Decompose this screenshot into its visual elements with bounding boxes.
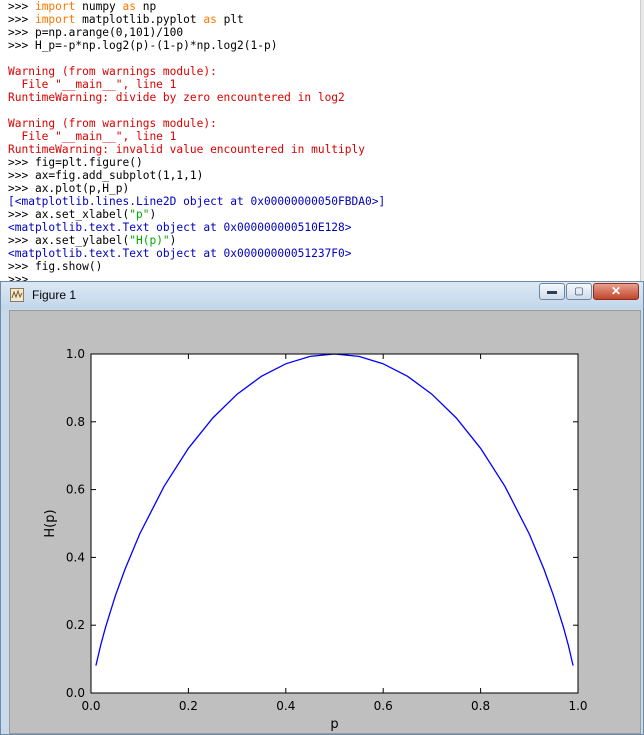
minimize-button[interactable]: ▬ bbox=[539, 283, 565, 300]
x-tick-label: 0.4 bbox=[276, 699, 295, 713]
x-tick-label: 0.0 bbox=[81, 699, 100, 713]
shell-line: <matplotlib.text.Text object at 0x000000… bbox=[8, 221, 628, 234]
shell-line: >>> import numpy as np bbox=[8, 0, 628, 13]
shell-text: <matplotlib.text.Text object at 0x000000… bbox=[8, 221, 352, 234]
shell-text: fig=plt.figure() bbox=[34, 156, 143, 169]
y-tick-label: 0.2 bbox=[66, 618, 85, 632]
shell-line bbox=[8, 52, 628, 65]
shell-text: >>> bbox=[8, 156, 35, 169]
window-titlebar[interactable]: Figure 1 ▬ ▢ ✕ bbox=[1, 282, 643, 309]
y-tick-label: 0.8 bbox=[66, 415, 85, 429]
shell-text: import bbox=[34, 0, 76, 13]
shell-text: File "__main__", line 1 bbox=[8, 130, 177, 143]
shell-text: >>> bbox=[8, 234, 35, 247]
shell-text: >>> bbox=[8, 0, 35, 13]
figure-window: Figure 1 ▬ ▢ ✕ 0.0 0.2 0.4 0.6 0.8 1.0 0.0 0.2 0… bbox=[0, 281, 644, 735]
shell-text: fig.show() bbox=[34, 260, 103, 273]
python-shell[interactable]: >>> import numpy as np >>> import matplot… bbox=[0, 0, 644, 282]
window-title: Figure 1 bbox=[32, 288, 77, 302]
shell-text: [<matplotlib.lines.Line2D object at 0x00… bbox=[8, 195, 386, 208]
x-tick-label: 1.0 bbox=[568, 699, 587, 713]
shell-line: File "__main__", line 1 bbox=[8, 130, 628, 143]
shell-text: ax=fig.add_subplot(1,1,1) bbox=[34, 169, 204, 182]
y-tick-label: 0.6 bbox=[66, 483, 85, 497]
shell-text: as bbox=[122, 0, 137, 13]
shell-line: File "__main__", line 1 bbox=[8, 78, 628, 91]
figure-canvas[interactable]: 0.0 0.2 0.4 0.6 0.8 1.0 0.0 0.2 0.4 0.6 0.8 1.0 p H(p… bbox=[9, 310, 641, 734]
shell-line: >>> p=np.arange(0,101)/100 bbox=[8, 26, 628, 39]
shell-line bbox=[8, 104, 628, 117]
shell-text: "p" bbox=[129, 208, 150, 221]
shell-text: p=np.arange(0,101)/100 bbox=[34, 26, 184, 39]
shell-text: ax.plot(p,H_p) bbox=[34, 182, 130, 195]
shell-text: "H(p)" bbox=[129, 234, 170, 247]
shell-text: >>> bbox=[8, 182, 35, 195]
x-tick-label: 0.6 bbox=[374, 699, 393, 713]
shell-line: >>> ax.set_ylabel("H(p)") bbox=[8, 234, 628, 247]
shell-text: RuntimeWarning: invalid value encountere… bbox=[8, 143, 365, 156]
x-tick-label: 0.8 bbox=[471, 699, 490, 713]
shell-text: matplotlib.pyplot bbox=[75, 13, 204, 26]
shell-text: ax.set_ylabel( bbox=[34, 234, 130, 247]
shell-text: ) bbox=[149, 208, 157, 221]
y-axis-label: H(p) bbox=[43, 509, 58, 537]
y-tick-label: 0.4 bbox=[66, 550, 85, 564]
shell-text: >>> bbox=[8, 273, 35, 282]
close-button[interactable]: ✕ bbox=[593, 283, 639, 300]
shell-text: >>> bbox=[8, 208, 35, 221]
shell-text: numpy bbox=[75, 0, 123, 13]
x-tick-label: 0.2 bbox=[179, 699, 198, 713]
shell-output: >>> import numpy as np >>> import matplot… bbox=[8, 0, 628, 282]
shell-text: ) bbox=[169, 234, 177, 247]
chart: 0.0 0.2 0.4 0.6 0.8 1.0 0.0 0.2 0.4 0.6 0.8 1.0 p H(p… bbox=[43, 347, 588, 732]
shell-line: >>> fig=plt.figure() bbox=[8, 156, 628, 169]
shell-scrollbar[interactable] bbox=[640, 0, 644, 282]
shell-text: Warning (from warnings module): bbox=[8, 117, 217, 130]
shell-text: >>> bbox=[8, 13, 35, 26]
shell-text: Warning (from warnings module): bbox=[8, 65, 217, 78]
shell-line: >>> bbox=[8, 273, 628, 282]
shell-line: >>> ax=fig.add_subplot(1,1,1) bbox=[8, 169, 628, 182]
shell-line: >>> ax.set_xlabel("p") bbox=[8, 208, 628, 221]
y-tick-label: 0.0 bbox=[66, 686, 85, 700]
shell-text: ax.set_xlabel( bbox=[34, 208, 130, 221]
maximize-button[interactable]: ▢ bbox=[566, 283, 592, 300]
shell-line: <matplotlib.text.Text object at 0x000000… bbox=[8, 247, 628, 260]
shell-text: as bbox=[203, 13, 217, 26]
shell-line: RuntimeWarning: divide by zero encounter… bbox=[8, 91, 628, 104]
axes-frame bbox=[90, 353, 579, 694]
shell-text: >>> bbox=[8, 39, 35, 52]
shell-text: np bbox=[136, 0, 157, 13]
shell-text: plt bbox=[216, 13, 244, 26]
shell-line: >>> ax.plot(p,H_p) bbox=[8, 182, 628, 195]
shell-text: import bbox=[34, 13, 76, 26]
shell-line: >>> fig.show() bbox=[8, 260, 628, 273]
shell-text: RuntimeWarning: divide by zero encounter… bbox=[8, 91, 345, 104]
shell-text: <matplotlib.text.Text object at 0x000000… bbox=[8, 247, 352, 260]
shell-text: >>> bbox=[8, 260, 35, 273]
shell-line: Warning (from warnings module): bbox=[8, 65, 628, 78]
shell-line: [<matplotlib.lines.Line2D object at 0x00… bbox=[8, 195, 628, 208]
shell-line: Warning (from warnings module): bbox=[8, 117, 628, 130]
shell-line: >>> H_p=-p*np.log2(p)-(1-p)*np.log2(1-p) bbox=[8, 39, 628, 52]
shell-line: RuntimeWarning: invalid value encountere… bbox=[8, 143, 628, 156]
y-tick-label: 1.0 bbox=[66, 347, 85, 361]
matplotlib-figure-icon bbox=[10, 288, 24, 302]
shell-text: File "__main__", line 1 bbox=[8, 78, 177, 91]
x-axis-label: p bbox=[330, 717, 338, 732]
shell-line: >>> import matplotlib.pyplot as plt bbox=[8, 13, 628, 26]
shell-text: H_p=-p*np.log2(p)-(1-p)*np.log2(1-p) bbox=[34, 39, 278, 52]
shell-text: >>> bbox=[8, 26, 35, 39]
shell-text: >>> bbox=[8, 169, 35, 182]
axes-background bbox=[91, 354, 578, 693]
